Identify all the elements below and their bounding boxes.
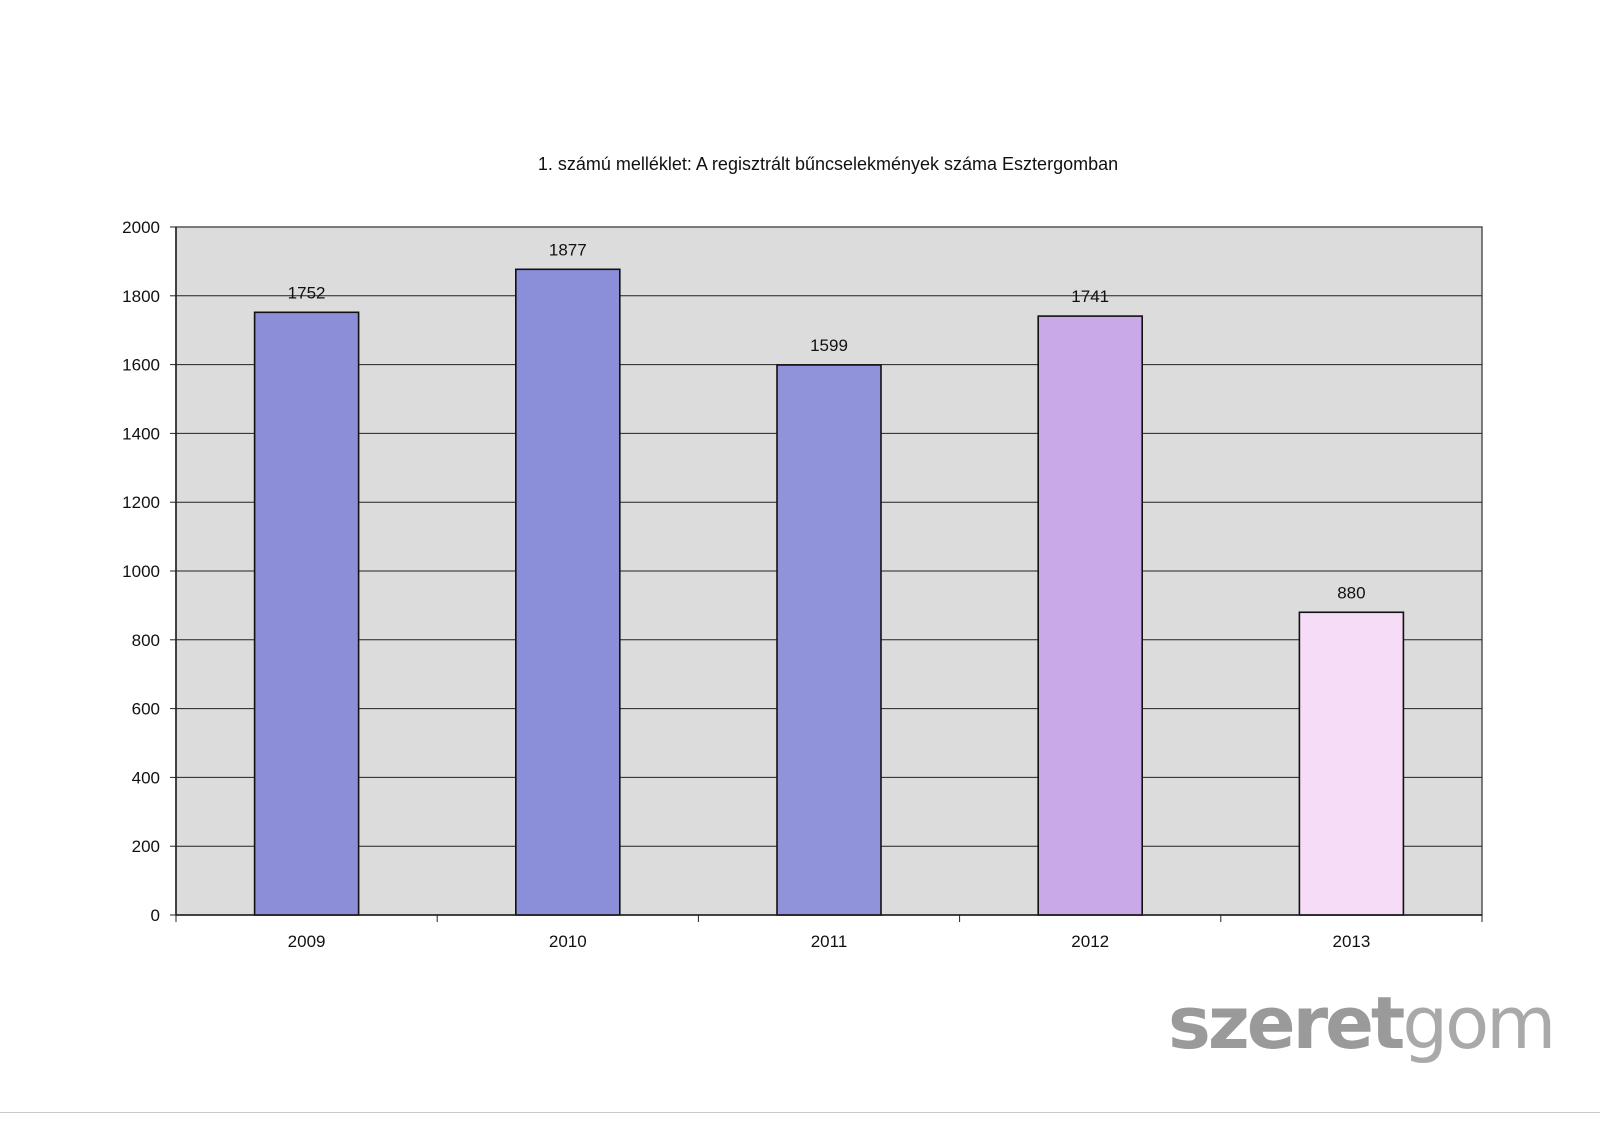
y-tick-label: 800 (132, 631, 160, 650)
page-bottom-rule (0, 1112, 1600, 1113)
data-label-2009: 1752 (288, 283, 326, 302)
data-label-2011: 1599 (810, 336, 848, 355)
y-tick-label: 1600 (122, 356, 160, 375)
y-tick-label: 400 (132, 768, 160, 787)
bar-2010 (514, 268, 621, 916)
bar-2011 (776, 364, 882, 916)
data-labels: 1752 1877 1599 1741 880 (288, 240, 1366, 602)
axes (170, 226, 1483, 922)
y-tick-label: 2000 (122, 218, 160, 237)
y-tick-label: 1200 (122, 493, 160, 512)
bar-2012 (1037, 315, 1143, 916)
y-tick-label: 1000 (122, 562, 160, 581)
y-tick-labels: 0 200 400 600 800 1000 1200 1400 1600 1800 2000 (122, 218, 160, 925)
data-label-2013: 880 (1337, 583, 1365, 602)
site-watermark-logo: szeretgom (1168, 981, 1553, 1065)
y-tick-label: 1400 (122, 424, 160, 443)
x-tick-label-2012: 2012 (1071, 932, 1109, 951)
x-tick-label-2011: 2011 (811, 932, 848, 951)
data-label-2012: 1741 (1071, 287, 1109, 306)
bar-2009 (253, 311, 360, 916)
data-label-2010: 1877 (549, 240, 587, 259)
watermark-bold-text: szeret (1168, 981, 1404, 1065)
watermark-light-text: gom (1402, 981, 1553, 1065)
bars (253, 268, 1405, 916)
y-tick-label: 0 (151, 906, 160, 925)
x-tick-label-2009: 2009 (288, 932, 326, 951)
chart-title: 1. számú melléklet: A regisztrált bűncse… (538, 154, 1118, 174)
x-tick-label-2010: 2010 (549, 932, 587, 951)
x-tick-label-2013: 2013 (1332, 932, 1370, 951)
y-tick-label: 200 (132, 837, 160, 856)
y-tick-label: 600 (132, 700, 160, 719)
bar-2013 (1298, 611, 1405, 916)
x-tick-labels: 2009 2010 2011 2012 2013 (288, 932, 1371, 951)
y-tick-label: 1800 (122, 287, 160, 306)
